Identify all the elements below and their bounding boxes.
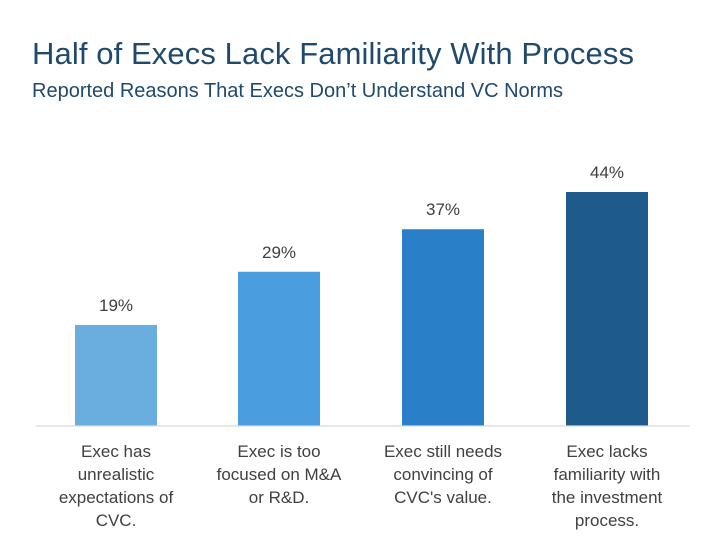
category-label-4-line-3: the investment <box>552 488 663 507</box>
labels-layer: 19% Exec has unrealistic expectations of CVC… <box>59 163 663 530</box>
category-label-4-line-1: Exec lacks <box>566 442 647 461</box>
category-label-1-line-2: unrealistic <box>78 465 155 484</box>
value-label-3: 37% <box>426 200 460 219</box>
category-label-3-line-2: convincing of <box>393 465 493 484</box>
bars-layer <box>75 192 648 426</box>
category-label-2-line-3: or R&D. <box>249 488 309 507</box>
category-label-2-line-2: focused on M&A <box>217 465 342 484</box>
bar-3 <box>402 229 484 426</box>
chart-title: Half of Execs Lack Familiarity With Proc… <box>32 36 635 71</box>
category-label-4-line-4: process. <box>575 511 639 530</box>
category-label-3-line-1: Exec still needs <box>384 442 502 461</box>
category-label-2-line-1: Exec is too <box>237 442 320 461</box>
chart-subtitle: Reported Reasons That Execs Don’t Unders… <box>32 80 563 102</box>
category-label-1: Exec has unrealistic expectations of CVC. <box>59 442 174 530</box>
category-label-1-line-4: CVC. <box>96 511 137 530</box>
category-label-4: Exec lacks familiarity with the investment… <box>552 442 663 530</box>
bar-2 <box>238 271 320 426</box>
bar-1 <box>75 324 157 426</box>
category-label-1-line-1: Exec has <box>81 442 151 461</box>
category-label-1-line-3: expectations of <box>59 488 174 507</box>
value-label-4: 44% <box>590 163 624 182</box>
category-label-2: Exec is too focused on M&A or R&D. <box>217 442 342 507</box>
category-label-4-line-2: familiarity with <box>554 465 661 484</box>
category-label-3: Exec still needs convincing of CVC's value… <box>384 442 502 507</box>
category-label-3-line-3: CVC's value. <box>394 488 492 507</box>
bar-4 <box>566 192 648 426</box>
value-label-1: 19% <box>99 296 133 315</box>
value-label-2: 29% <box>262 243 296 262</box>
